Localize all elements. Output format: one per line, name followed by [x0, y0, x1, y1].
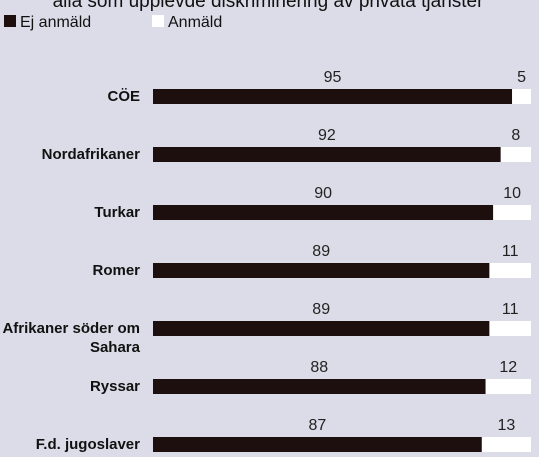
value-label: 13 — [498, 417, 516, 434]
bar-segment — [489, 321, 531, 336]
category-label: Afrikaner söder om Sahara — [2, 320, 140, 356]
category-label: Turkar — [94, 204, 140, 221]
value-label: 8 — [511, 127, 520, 144]
bar-segment — [493, 205, 531, 220]
category-label: Romer — [92, 262, 140, 279]
bar-segment — [153, 379, 486, 394]
bar-segment — [153, 437, 482, 452]
category-label: CÖE — [107, 88, 140, 105]
legend-swatch — [152, 15, 164, 27]
category-label: Ryssar — [89, 378, 140, 395]
bar-segment — [153, 89, 513, 104]
value-label: 11 — [502, 243, 519, 260]
value-label: 89 — [312, 243, 330, 260]
value-label: 12 — [499, 359, 517, 376]
value-label: 11 — [502, 301, 519, 318]
value-label: 5 — [517, 69, 526, 86]
bar-segment — [153, 205, 494, 220]
value-label: 95 — [324, 69, 342, 86]
legend-label: Ej anmäld — [20, 14, 91, 31]
legend-label: Anmäld — [168, 14, 222, 31]
bar-segment — [153, 147, 501, 162]
value-label: 92 — [318, 127, 336, 144]
bar-segment — [153, 263, 490, 278]
bar-segment — [489, 263, 531, 278]
category-label: F.d. jugoslaver — [35, 436, 140, 453]
bar-segment — [153, 321, 490, 336]
chart-title: alla som upplevde diskriminering av priv… — [53, 0, 485, 12]
category-label: Nordafrikaner — [41, 146, 140, 163]
value-label: 90 — [314, 185, 332, 202]
bar-segment — [500, 147, 531, 162]
value-label: 89 — [312, 301, 330, 318]
bar-segment — [485, 379, 531, 394]
legend-swatch — [4, 15, 16, 27]
value-label: 87 — [309, 417, 327, 434]
bar-segment — [512, 89, 531, 104]
bar-segment — [481, 437, 531, 452]
value-label: 88 — [310, 359, 328, 376]
value-label: 10 — [503, 185, 521, 202]
